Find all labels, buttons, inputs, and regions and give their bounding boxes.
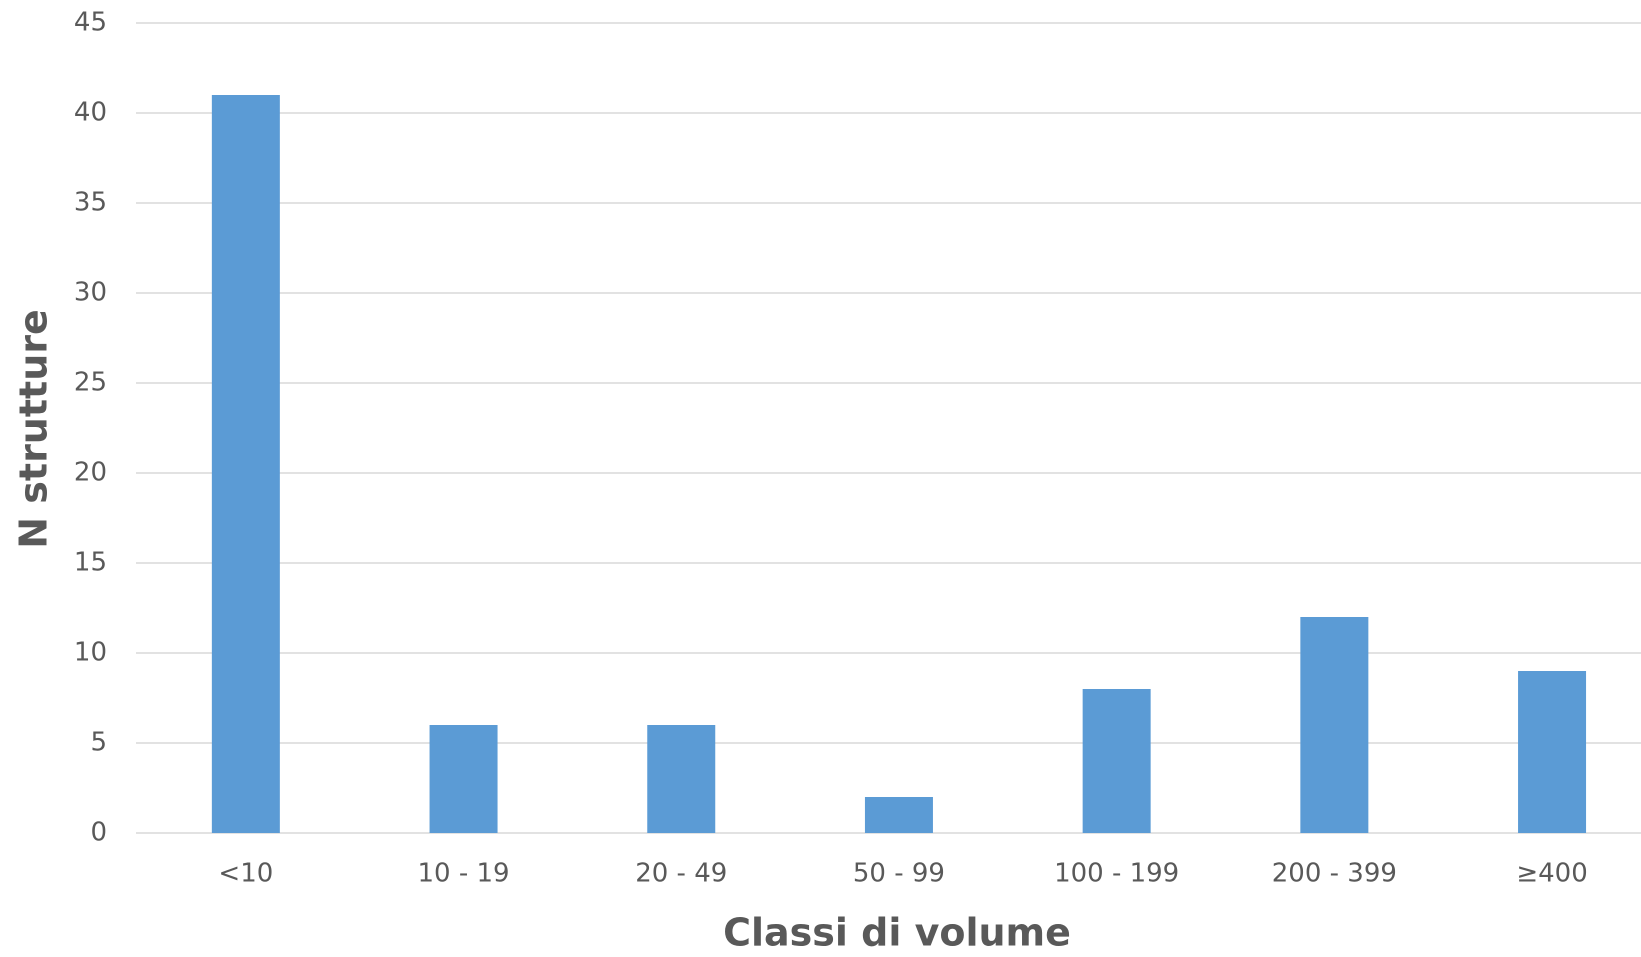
bar	[1518, 671, 1587, 833]
bar	[429, 725, 498, 833]
y-tick-label: 40	[74, 98, 107, 128]
y-tick-label: 20	[74, 458, 107, 488]
bar	[1300, 617, 1369, 833]
y-tick-label: 5	[90, 728, 107, 758]
bar	[647, 725, 716, 833]
x-tick-label: ≥400	[1516, 859, 1587, 889]
y-tick-label: 35	[74, 188, 107, 218]
y-axis-title: N strutture	[12, 309, 56, 549]
x-tick-label: 200 - 399	[1272, 859, 1397, 889]
bar	[864, 797, 933, 833]
y-tick-label: 30	[74, 278, 107, 308]
x-tick-label: 20 - 49	[635, 859, 727, 889]
x-tick-label: 10 - 19	[418, 859, 510, 889]
y-tick-label: 10	[74, 638, 107, 668]
y-tick-label: 15	[74, 548, 107, 578]
x-axis-title: Classi di volume	[723, 911, 1071, 955]
bar	[1082, 689, 1151, 833]
y-tick-label: 45	[74, 8, 107, 38]
x-tick-label: <10	[218, 859, 273, 889]
bar	[211, 95, 280, 833]
x-tick-label: 100 - 199	[1054, 859, 1179, 889]
y-tick-label: 25	[74, 368, 107, 398]
y-tick-label: 0	[90, 818, 107, 848]
x-tick-label: 50 - 99	[853, 859, 945, 889]
